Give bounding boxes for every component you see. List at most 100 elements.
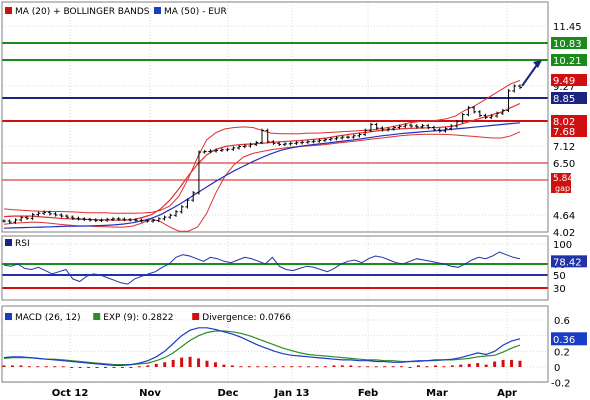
divergence-bar (137, 366, 141, 368)
divergence-bar (332, 365, 336, 367)
indicator-lines (2, 42, 548, 368)
divergence-bar (315, 366, 319, 368)
support-3-box (551, 173, 571, 193)
x-tick-label: Dec (217, 388, 238, 399)
divergence-bar (70, 367, 74, 368)
divergence-bar (501, 359, 505, 367)
divergence-bar (459, 364, 463, 367)
price-tick-label: 11.45 (553, 22, 582, 33)
divergence-bar (87, 367, 91, 368)
resistance-1-badge: 10.21 (553, 56, 582, 67)
forecast-arrow-shaft (521, 61, 540, 87)
divergence-bar (442, 366, 446, 368)
divergence-bar (357, 366, 361, 368)
price-tick-label: 7.12 (553, 142, 575, 153)
price-tick-label: 4.64 (553, 211, 575, 222)
divergence-bar (180, 357, 184, 367)
divergence-bar (366, 366, 370, 368)
divergence-bar (408, 367, 412, 368)
divergence-bar (349, 365, 353, 367)
legend-swatch (154, 7, 161, 14)
divergence-bar (518, 360, 522, 367)
divergence-bar (104, 367, 108, 368)
legend-swatch (5, 313, 12, 320)
resistance-1-badge-box (551, 54, 587, 66)
divergence-bar (340, 365, 344, 367)
support-1-badge: 8.02 (553, 117, 575, 128)
rsi-line (3, 251, 521, 285)
price-tick-label: 9.27 (553, 82, 575, 93)
divergence-bar (61, 366, 65, 368)
resistance-2-badge: 10.83 (553, 39, 582, 50)
x-tick-label: Jan 13 (274, 388, 310, 399)
macd-panel-frame (1, 305, 549, 383)
divergence-bar (188, 356, 192, 367)
divergence-bar (27, 366, 31, 368)
axis-labels: 11.459.277.126.504.644.021007050300.60.4… (52, 22, 582, 399)
divergence-bar (146, 365, 150, 367)
divergence-bar (10, 365, 14, 367)
price-tick-label: 4.02 (553, 228, 575, 239)
legend-label: RSI (15, 239, 30, 249)
legend-swatch (5, 239, 12, 246)
divergence-bar (213, 362, 217, 367)
support-3-badge: 5.84 (553, 174, 573, 184)
support-3-note: gap (555, 184, 570, 193)
divergence-bar (256, 366, 260, 368)
divergence-bar (484, 364, 488, 367)
rsi-tick-label: 50 (553, 271, 566, 282)
divergence-bar (247, 366, 251, 368)
divergence-bar (129, 367, 133, 368)
legend-label: MA (20) + BOLLINGER BANDS (15, 7, 150, 17)
macd-value-badge: 0.36 (553, 335, 575, 346)
macd-tick-label: 0.6 (554, 316, 570, 327)
divergence-bar (78, 367, 82, 368)
divergence-bar (264, 366, 268, 368)
divergence-bar (383, 366, 387, 368)
divergence-bar (467, 363, 471, 367)
x-tick-label: Nov (139, 388, 161, 399)
rsi-tick-label: 30 (553, 284, 566, 295)
x-tick-label: Mar (426, 388, 448, 399)
rsi-value-badge-box (551, 255, 587, 268)
price-bars (2, 84, 522, 224)
divergence-bar (391, 366, 395, 368)
legend-label: MACD (26, 12) (15, 313, 81, 323)
rsi-value-badge: 78.42 (553, 257, 582, 268)
legend-swatch (192, 313, 200, 320)
legend-label: EXP (9): 0.2822 (103, 313, 173, 323)
last-price-badge: 9.49 (553, 76, 575, 87)
divergence-bar (493, 361, 497, 367)
x-tick-label: Feb (358, 388, 378, 399)
support-2-badge: 7.68 (553, 127, 575, 138)
divergence-bar (44, 366, 48, 368)
legends: MA (20) + BOLLINGER BANDS MA (50) - EUR RS… (5, 7, 291, 323)
divergence-bar (281, 366, 285, 368)
legend-swatch (93, 313, 101, 320)
exp-line (3, 330, 521, 366)
divergence-bar (298, 366, 302, 368)
divergence-bar (222, 364, 226, 367)
x-tick-label: Oct 12 (52, 388, 89, 399)
divergence-bar (307, 366, 311, 368)
macd-tick-label: 0 (554, 363, 560, 374)
support-2-badge-box (551, 125, 587, 137)
divergence-bar (273, 366, 277, 368)
support-1-badge-box (551, 115, 587, 127)
macd-value-badge-box (551, 332, 587, 346)
divergence-bar (476, 363, 480, 367)
divergence-bar (163, 362, 167, 367)
divergence-bar (323, 366, 327, 368)
x-tick-label: Apr (497, 388, 517, 399)
divergence-bar (230, 365, 234, 367)
divergence-bar (154, 363, 158, 367)
price-panel-frame (1, 1, 549, 233)
legend-label: MA (50) - EUR (164, 7, 227, 17)
divergence-bar (400, 366, 404, 368)
divergence-bar (112, 367, 116, 368)
divergence-bar (510, 359, 514, 367)
legend-swatch (5, 7, 12, 14)
divergence-bar (425, 366, 429, 368)
